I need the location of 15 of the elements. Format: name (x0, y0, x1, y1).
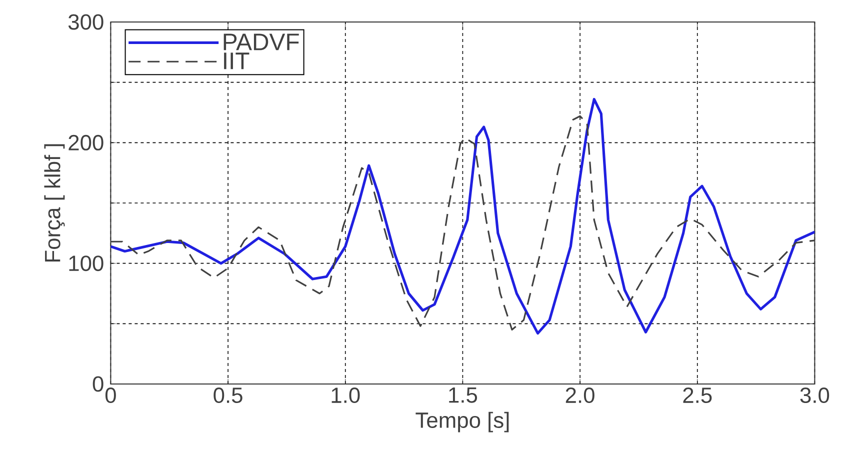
y-tick-label: 0 (92, 376, 104, 392)
y-tick-label: 100 (69, 256, 104, 272)
y-tick-label: 200 (68, 134, 104, 150)
legend-label: PADVF (224, 34, 299, 50)
legend-label: IIT (224, 52, 250, 70)
x-tick-label: 2.0 (566, 388, 594, 404)
x-tick-label: 0 (105, 388, 116, 404)
x-tick-label: 1.0 (332, 388, 360, 404)
x-tick-label: 2.5 (683, 388, 712, 404)
y-tick-label: 300 (68, 14, 104, 30)
x-tick-label: 3.0 (800, 388, 830, 404)
x-tick-label: 1.5 (449, 388, 478, 403)
y-axis-title: Força [ klbf ] (44, 144, 65, 262)
x-tick-label: 0.5 (214, 388, 242, 404)
x-axis-title: Tempo [s] (416, 412, 509, 432)
